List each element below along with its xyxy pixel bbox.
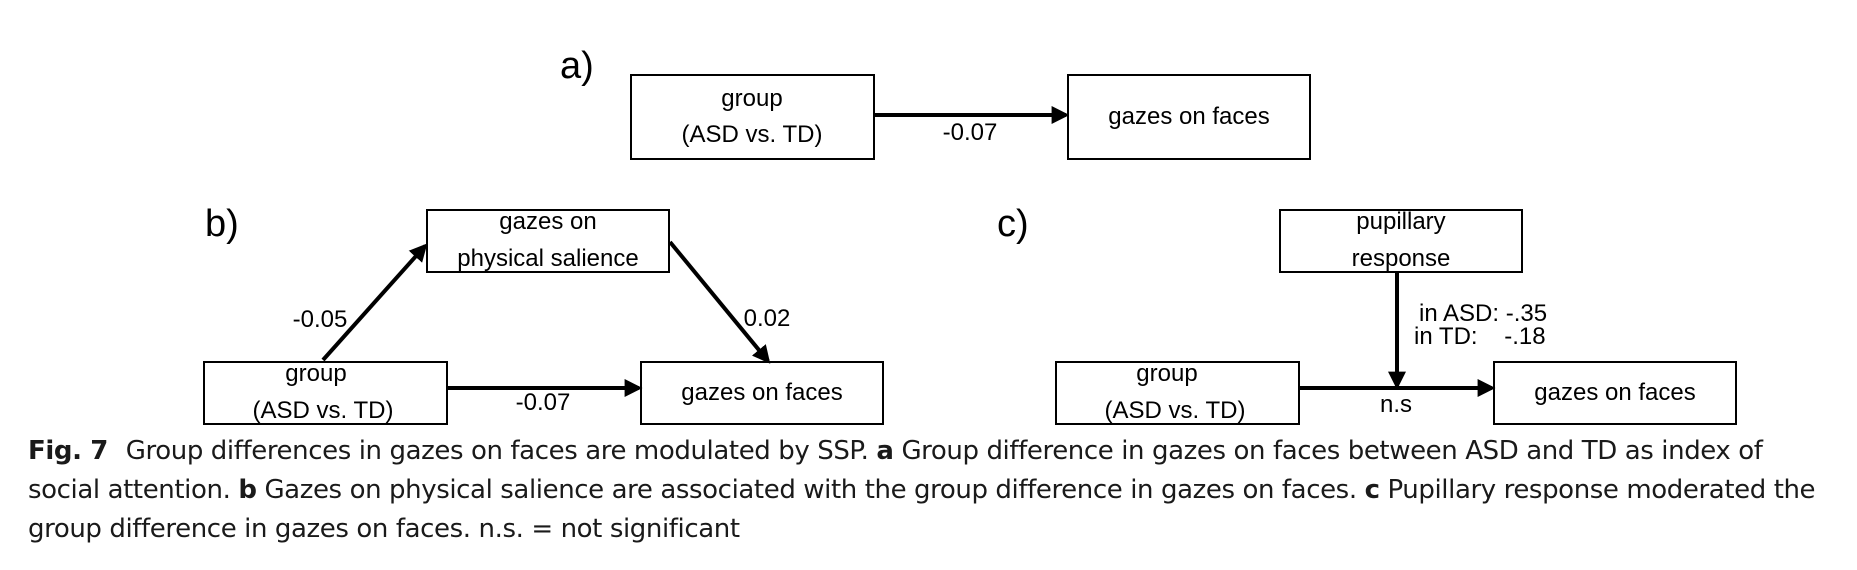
panel-b-group-label-2: (ASD vs. TD) xyxy=(253,397,394,424)
panel-b-group-box xyxy=(203,361,448,425)
panel-c-outcome-label: gazes on faces xyxy=(1534,379,1695,406)
panel-b-coef-a: -0.05 xyxy=(293,306,348,333)
panel-c-coef-direct: n.s xyxy=(1380,391,1412,418)
caption-b-text: Gazes on physical salience are associate… xyxy=(264,475,1357,505)
panel-a-group-label-2: (ASD vs. TD) xyxy=(682,121,823,148)
panel-a-label: a) xyxy=(560,45,594,87)
caption-c-label: c xyxy=(1364,475,1380,505)
panel-b-mediator-label-2: physical salience xyxy=(457,245,638,272)
panel-b-coef-direct: -0.07 xyxy=(516,389,571,416)
panel-c-label: c) xyxy=(997,203,1029,245)
panel-b-coef-b: 0.02 xyxy=(744,305,791,332)
panel-c-group-box xyxy=(1055,361,1300,425)
panel-c-coef-td: in TD: -.18 xyxy=(1414,323,1546,350)
caption-a-text: Group difference in gazes on faces betwe… xyxy=(28,436,1763,505)
panel-b-mediator-label-1: gazes on xyxy=(499,208,596,235)
caption-c-text: Pupillary response moderated the group d… xyxy=(28,475,1816,544)
caption-a-label: a xyxy=(876,436,894,466)
panel-c-moderator-label-2: response xyxy=(1352,245,1451,272)
panel-a-outcome-box xyxy=(1067,74,1311,160)
panel-b-arrow-mediator-to-outcome xyxy=(668,240,771,364)
panel-a-outcome-label: gazes on faces xyxy=(1108,103,1269,130)
caption-intro: Group differences in gazes on faces are … xyxy=(125,436,869,466)
panel-a-group-box xyxy=(630,74,875,160)
panel-c-group-label-1: group xyxy=(1136,360,1197,387)
caption-figure-label: Fig. 7 xyxy=(28,436,108,466)
panel-c-group-label-2: (ASD vs. TD) xyxy=(1105,397,1246,424)
panel-c-moderator-label-1: pupillary xyxy=(1356,208,1445,235)
panel-b-group-label-1: group xyxy=(285,360,346,387)
panel-b-outcome-label: gazes on faces xyxy=(681,379,842,406)
panel-b-label: b) xyxy=(205,203,239,245)
panel-c-outcome-box xyxy=(1493,361,1737,425)
panel-c-moderator-box xyxy=(1279,209,1523,273)
caption-b-label: b xyxy=(238,475,257,505)
panel-c-coef-asd: in ASD: -.35 xyxy=(1419,300,1547,327)
figure-caption: Fig. 7 Group differences in gazes on fac… xyxy=(28,432,1838,549)
panel-b-arrow-group-to-mediator xyxy=(321,243,428,362)
panel-a-group-label-1: group xyxy=(721,85,782,112)
panel-b-mediator-box xyxy=(426,209,670,273)
path-diagram: a) group (ASD vs. TD) -0.07 gazes on fac… xyxy=(203,45,1737,425)
panel-a-coef-direct: -0.07 xyxy=(943,119,998,146)
